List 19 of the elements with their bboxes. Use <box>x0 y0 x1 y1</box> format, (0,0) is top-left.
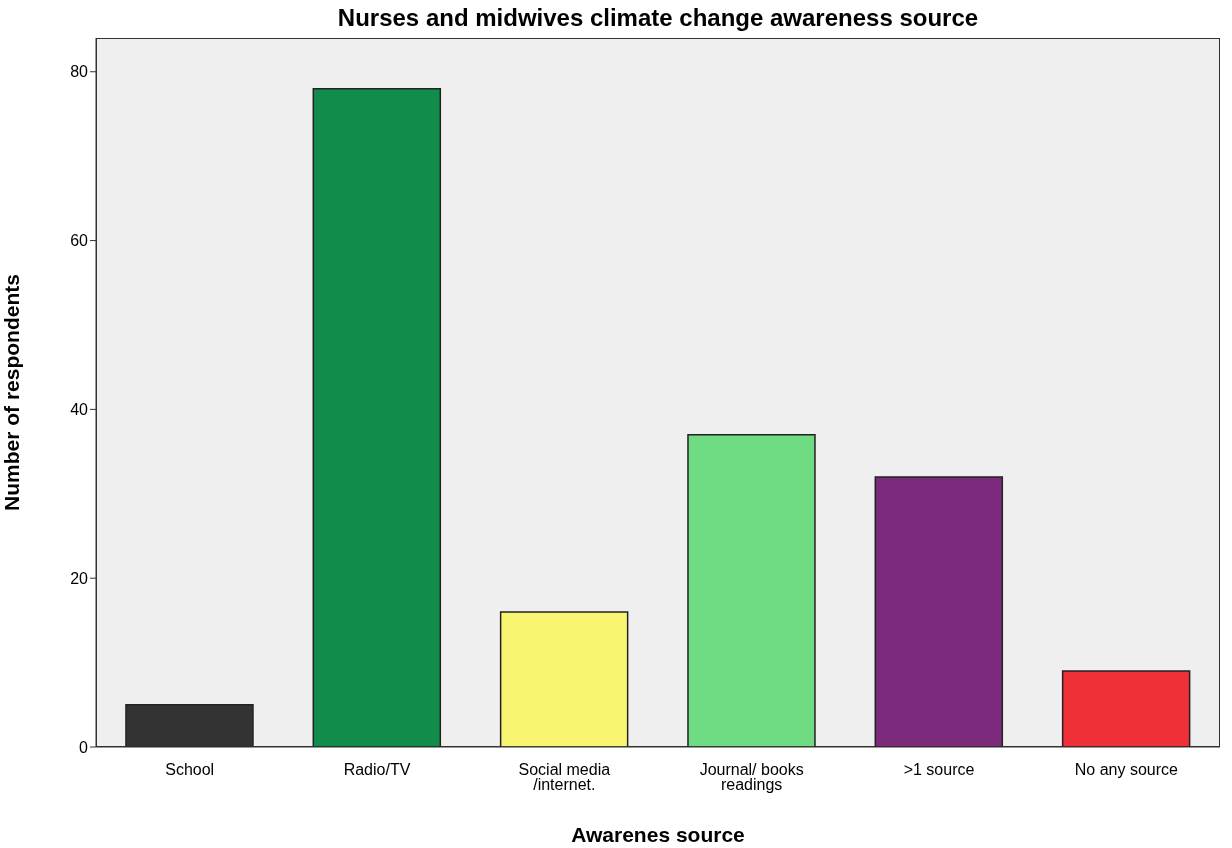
y-tick-label: 20 <box>70 569 89 587</box>
x-tick-label: Radio/TV <box>343 761 411 778</box>
bar <box>687 433 816 747</box>
y-tick-label: 40 <box>70 401 89 419</box>
bar <box>499 611 629 747</box>
bar <box>874 476 1004 747</box>
x-tick-label: >1 source <box>903 761 975 778</box>
x-tick-label: Journal/ books readings <box>699 761 804 793</box>
x-tick-label: No any source <box>1074 761 1179 778</box>
y-tick-label: 60 <box>70 232 89 250</box>
y-axis-title: Number of respondents <box>0 274 24 511</box>
y-tick-label: 80 <box>70 63 89 81</box>
x-axis-title: Awarenes source <box>571 823 745 846</box>
x-tick-label: School <box>165 761 215 778</box>
x-tick-label: Social media /internet. <box>518 761 611 793</box>
y-tick-label: 0 <box>79 738 89 756</box>
bar <box>1061 670 1191 747</box>
chart-title: Nurses and midwives climate change awareness source <box>336 4 980 32</box>
bar <box>312 87 442 747</box>
